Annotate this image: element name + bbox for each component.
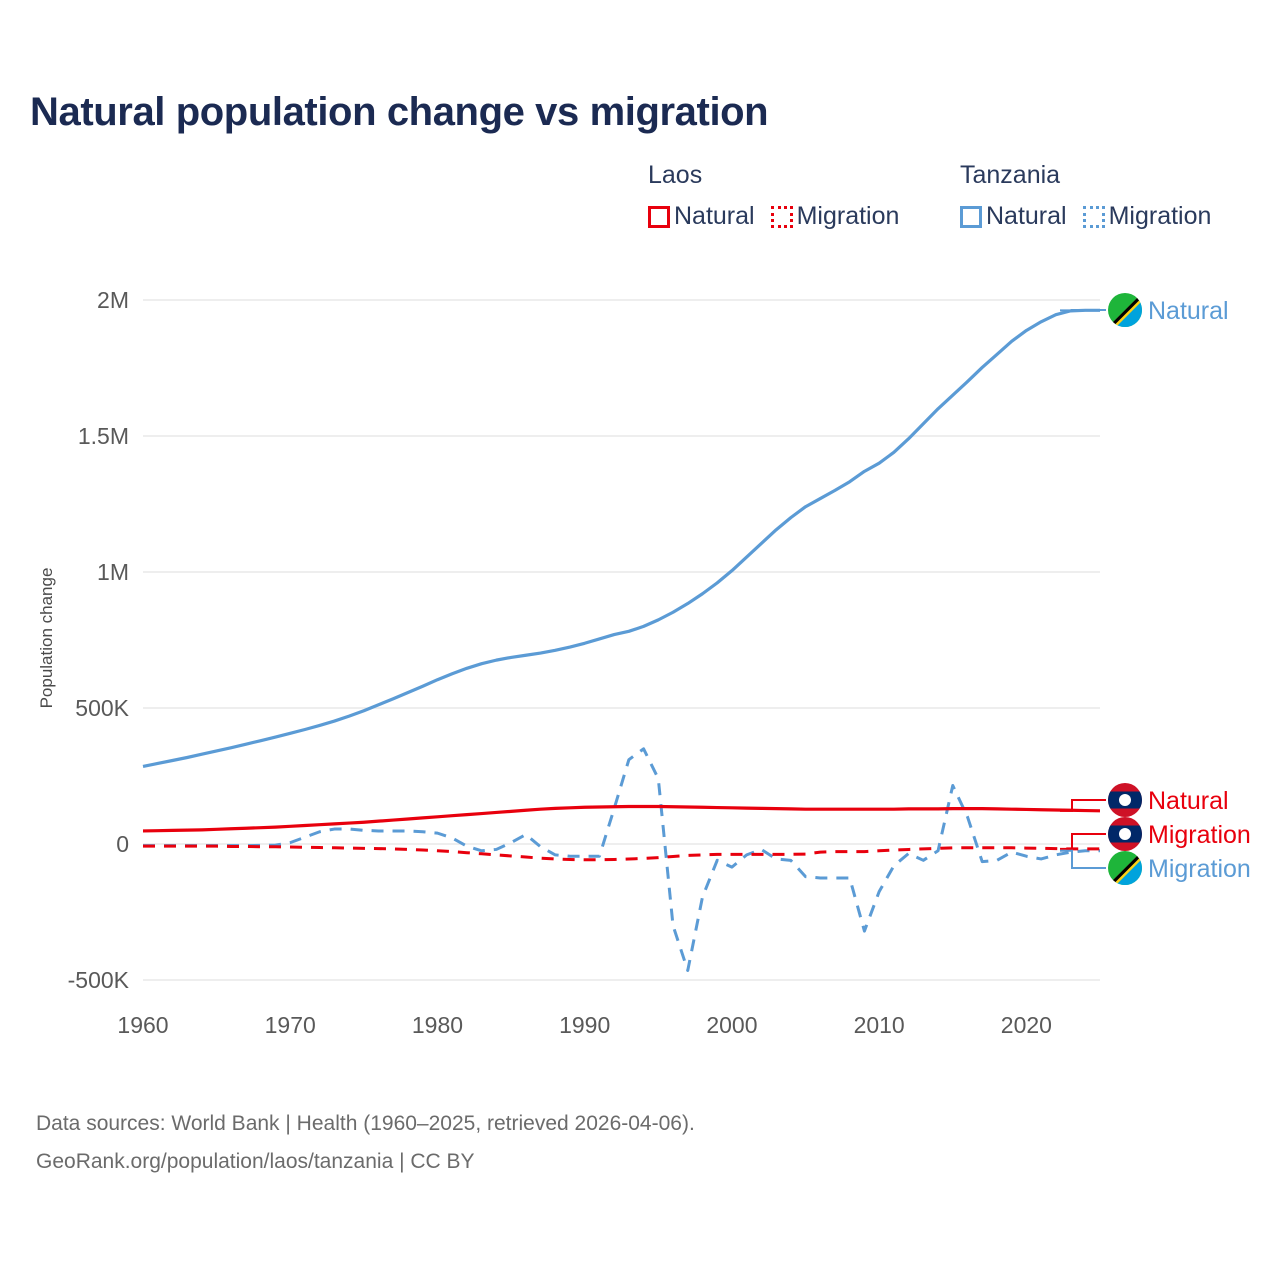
- legend-entry-tanzania-natural[interactable]: Natural: [960, 202, 1067, 231]
- legend-entry-label: Natural: [986, 202, 1067, 230]
- series-line: [143, 747, 1100, 972]
- chart-legend: Laos Natural Migration Tanzania Natural: [648, 160, 1268, 242]
- series-end-label: Migration: [1148, 821, 1251, 849]
- x-axis-tick-label: 1990: [559, 1012, 610, 1038]
- end-leader-line: [1060, 849, 1106, 869]
- legend-group-laos: Laos Natural Migration: [648, 160, 899, 231]
- end-leader-line: [1060, 799, 1106, 812]
- legend-entry-tanzania-migration[interactable]: Migration: [1082, 202, 1212, 231]
- y-axis-tick-label: 1.5M: [78, 423, 129, 449]
- chart-gridlines: [143, 299, 1100, 981]
- legend-entry-label: Natural: [674, 202, 755, 230]
- series-line: [142, 308, 1100, 769]
- chart-series: [142, 308, 1101, 972]
- x-axis-tick-label: 1980: [412, 1012, 463, 1038]
- x-axis-tick-label: 1960: [117, 1012, 168, 1038]
- x-axis-tick-label: 2000: [706, 1012, 757, 1038]
- series-end-markers: Natural Natural Migration Migration: [1108, 293, 1251, 885]
- series-line: [143, 844, 1100, 862]
- laos-flag-icon: [1108, 817, 1142, 851]
- y-axis-tick-label: 1M: [97, 559, 129, 585]
- legend-country-name: Tanzania: [960, 161, 1061, 189]
- series-line: [142, 804, 1101, 833]
- legend-entry-label: Migration: [796, 202, 900, 230]
- x-axis-tick-label: 2010: [854, 1012, 905, 1038]
- x-axis-tick-label: 1970: [265, 1012, 316, 1038]
- solid-square-outline-icon: [960, 205, 982, 228]
- solid-square-outline-icon: [648, 205, 670, 228]
- dotted-square-outline-icon: [1082, 205, 1105, 228]
- page-title: Natural population change vs migration: [30, 90, 769, 134]
- y-axis-tick-label: 0: [116, 831, 129, 857]
- end-leader-line: [1060, 833, 1106, 850]
- series-end-leader-lines: [1060, 309, 1106, 869]
- legend-country-name: Laos: [648, 161, 703, 189]
- series-end-label: Natural: [1148, 297, 1229, 325]
- y-axis-tick-label: 500K: [75, 695, 129, 721]
- tanzania-flag-icon: [1108, 851, 1142, 885]
- legend-entry-laos-migration[interactable]: Migration: [770, 202, 900, 231]
- y-axis-tick-label: 2M: [97, 287, 129, 313]
- laos-flag-icon: [1108, 783, 1142, 817]
- tanzania-flag-icon: [1108, 293, 1142, 327]
- series-end-label: Migration: [1148, 855, 1251, 883]
- series-end-label: Natural: [1148, 787, 1229, 815]
- y-axis-title: Population change: [37, 568, 56, 709]
- x-axis-tick-label: 2020: [1001, 1012, 1052, 1038]
- legend-entry-laos-natural[interactable]: Natural: [648, 202, 755, 231]
- legend-entry-label: Migration: [1108, 202, 1212, 230]
- footer-line-url[interactable]: GeoRank.org/population/laos/tanzania | C…: [36, 1150, 475, 1173]
- footer-attribution: Data sources: World Bank | Health (1960–…: [36, 1105, 695, 1181]
- x-axis-tick-labels: 1960 1970 1980 1990 2000 2010 2020: [117, 1012, 1052, 1038]
- dotted-square-outline-icon: [770, 205, 793, 228]
- y-axis-tick-labels: -500K 0 500K 1M 1.5M 2M: [68, 287, 130, 993]
- footer-line-sources: Data sources: World Bank | Health (1960–…: [36, 1112, 695, 1135]
- y-axis-tick-label: -500K: [68, 967, 130, 993]
- legend-group-tanzania: Tanzania Natural Migration: [960, 160, 1211, 231]
